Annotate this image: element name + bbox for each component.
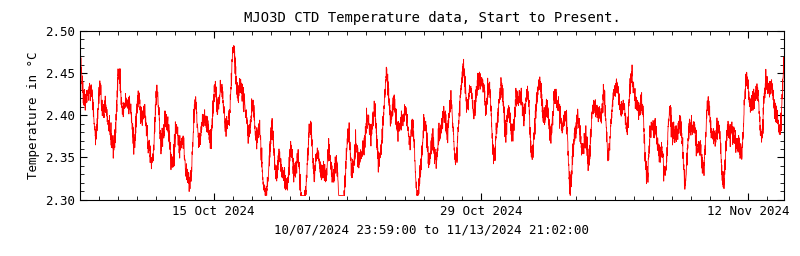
- X-axis label: 10/07/2024 23:59:00 to 11/13/2024 21:02:00: 10/07/2024 23:59:00 to 11/13/2024 21:02:…: [274, 223, 590, 236]
- Title: MJO3D CTD Temperature data, Start to Present.: MJO3D CTD Temperature data, Start to Pre…: [243, 11, 621, 25]
- Y-axis label: Temperature in °C: Temperature in °C: [26, 51, 39, 179]
